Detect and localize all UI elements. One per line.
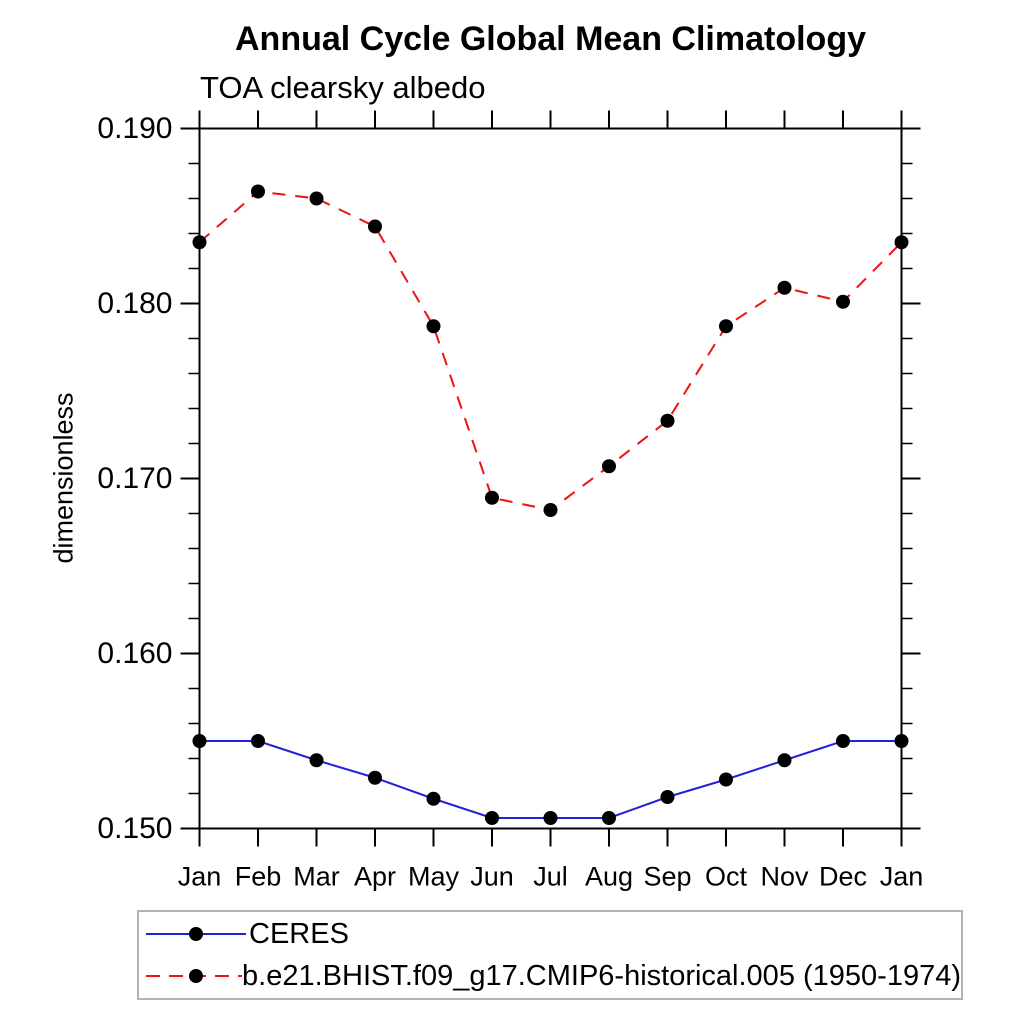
legend-sample-dashed-line-icon bbox=[146, 969, 243, 983]
x-tick-label: Oct bbox=[705, 862, 748, 892]
series-line-1 bbox=[198, 190, 903, 512]
series-line-0 bbox=[199, 740, 902, 819]
series-1-marker bbox=[660, 413, 675, 428]
x-tick-label: Jul bbox=[533, 862, 568, 892]
x-tick-label: Sep bbox=[643, 862, 691, 892]
x-tick-label: Jun bbox=[470, 862, 514, 892]
legend-entry-model: b.e21.BHIST.f09_g17.CMIP6-historical.005… bbox=[139, 955, 961, 997]
series-0-marker bbox=[660, 790, 675, 804]
x-tick-label: Mar bbox=[293, 862, 340, 892]
y-tick-label: 0.180 bbox=[97, 287, 172, 320]
series-1-marker bbox=[719, 319, 733, 334]
series-1-marker bbox=[251, 184, 265, 199]
series-0-marker bbox=[485, 811, 499, 825]
x-tick-label: Aug bbox=[585, 862, 633, 892]
series-1-marker bbox=[836, 294, 850, 309]
series-0-marker bbox=[777, 753, 792, 768]
series-0-marker bbox=[192, 734, 207, 748]
series-0-marker bbox=[426, 791, 441, 806]
x-tick-label: Nov bbox=[760, 862, 809, 892]
series-0-marker bbox=[894, 734, 909, 748]
x-tick-label: May bbox=[408, 862, 460, 892]
y-tick-label: 0.170 bbox=[97, 462, 172, 495]
series-1-marker bbox=[368, 219, 382, 234]
y-tick-label: 0.190 bbox=[97, 112, 172, 145]
series-1-marker bbox=[485, 490, 499, 505]
series-1-marker bbox=[543, 503, 558, 517]
series-1-marker bbox=[192, 235, 207, 250]
series-0-marker bbox=[309, 753, 324, 768]
series-0-marker bbox=[602, 811, 616, 825]
series-0-marker bbox=[719, 772, 733, 787]
legend: CERES b.e21.BHIST.f09_g17.CMIP6-historic… bbox=[137, 910, 963, 1000]
y-tick-label: 0.160 bbox=[97, 637, 172, 670]
series-1-marker bbox=[426, 319, 441, 334]
series-0-marker bbox=[368, 770, 382, 785]
plot-frame bbox=[198, 127, 903, 830]
x-tick-label: Jan bbox=[178, 862, 222, 892]
series-1-marker bbox=[777, 280, 792, 295]
legend-sample-solid-line-icon bbox=[146, 927, 246, 941]
series-1-marker bbox=[309, 191, 324, 206]
x-tick-label: Feb bbox=[235, 862, 282, 892]
x-tick-label: Apr bbox=[354, 862, 396, 892]
series-0-marker bbox=[543, 811, 558, 825]
series-0-marker bbox=[836, 734, 850, 748]
chart-title: Annual Cycle Global Mean Climatology bbox=[235, 20, 866, 58]
x-tick-label: Dec bbox=[819, 862, 867, 892]
chart-subtitle: TOA clearsky albedo bbox=[200, 70, 486, 105]
x-tick-label: Jan bbox=[880, 862, 924, 892]
series-1-marker bbox=[602, 459, 616, 474]
legend-label-ceres: CERES bbox=[249, 917, 349, 950]
y-tick-label: 0.150 bbox=[97, 812, 172, 845]
legend-entry-ceres: CERES bbox=[139, 913, 961, 955]
series-1-marker bbox=[894, 235, 909, 250]
legend-label-model: b.e21.BHIST.f09_g17.CMIP6-historical.005… bbox=[242, 959, 961, 992]
series-0-marker bbox=[251, 734, 265, 748]
